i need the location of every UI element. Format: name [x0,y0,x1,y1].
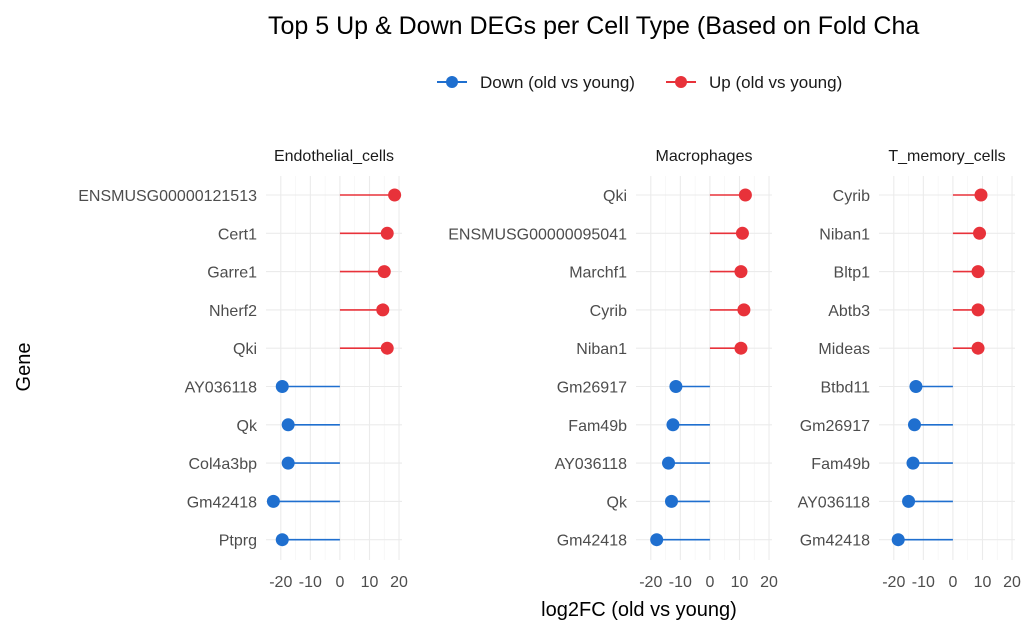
legend-item-up: Up (old vs young) [666,73,842,92]
x-tick-label: 0 [705,574,714,591]
x-tick-label: -10 [299,574,322,591]
gene-label: Marchf1 [569,265,627,282]
x-tick-label: 20 [760,574,778,591]
lollipop-point [377,265,391,279]
x-tick-label: 10 [974,574,992,591]
x-axis-title: log2FC (old vs young) [541,599,737,621]
facet-strip-label: Endothelial_cells [274,148,394,165]
lollipop-point [281,456,295,470]
facet-panels: Endothelial_cells ENSMUSG00000121513 Cert1… [78,148,1021,591]
legend: Down (old vs young) Up (old vs young) [437,73,842,92]
lollipop-point [388,188,402,202]
facet-strip-label: Macrophages [656,148,753,165]
gene-label: Gm42418 [557,533,627,550]
x-tick-label: -20 [639,574,662,591]
lollipop-point [735,226,749,240]
lollipop-point [380,226,394,240]
lollipop-point [669,380,683,393]
gene-label: AY036118 [185,380,257,397]
gene-label: Gm42418 [800,533,870,550]
x-tick-label: -20 [882,574,905,591]
panel-t-memory-cells: T_memory_cells Cyrib Niban1 Bltp1 Abtb3 Midea… [798,148,1021,591]
lollipop-point [909,380,923,393]
gene-label: Niban1 [576,341,627,358]
lollipop-point [971,265,985,279]
gene-label: Btbd11 [820,380,870,397]
lollipop-point [734,341,748,355]
x-tick-label: 10 [361,574,379,591]
lollipop-point [971,341,985,355]
lollipop-point [971,303,985,317]
lollipop-point [281,418,295,432]
facet-strip-label: T_memory_cells [888,148,1005,165]
lollipop-point [734,265,748,279]
lollipop-point [275,533,289,547]
lollipop-point [650,533,664,547]
gene-label: Gm42418 [187,494,257,511]
chart-title: Top 5 Up & Down DEGs per Cell Type (Base… [268,12,919,40]
y-axis-title: Gene [13,343,35,392]
gene-label: Qk [237,418,258,435]
lollipop-point [738,188,752,202]
gene-label: Col4a3bp [189,456,258,473]
gene-label: Mideas [818,341,870,358]
gene-label: Cyrib [590,303,627,320]
legend-key-point-up [675,76,687,88]
gene-label: Fam49b [811,456,870,473]
lollipop-point [902,494,916,508]
x-tick-label: 0 [335,574,344,591]
legend-item-down: Down (old vs young) [437,73,635,92]
gene-label: Nherf2 [209,303,257,320]
legend-label-down: Down (old vs young) [480,73,635,92]
gene-label: Garre1 [207,265,257,282]
lollipop-point [380,341,394,355]
gene-label: AY036118 [555,456,627,473]
x-tick-label: 20 [1003,574,1021,591]
gene-label: Ptprg [219,533,257,550]
x-tick-label: -20 [269,574,292,591]
lollipop-point [907,418,921,432]
lollipop-point [906,456,920,470]
lollipop-point [662,456,676,470]
lollipop-point [666,418,680,432]
x-tick-label: 0 [948,574,957,591]
lollipop-point [664,494,678,508]
x-tick-label: 20 [390,574,408,591]
lollipop-point [275,380,289,393]
lollipop-point [891,533,905,547]
lollipop-point [973,226,987,240]
gene-label: Fam49b [568,418,627,435]
lollipop-point [266,494,280,508]
legend-label-up: Up (old vs young) [709,73,842,92]
gene-label: Bltp1 [834,265,871,282]
gene-label: Qk [607,494,628,511]
gene-label: Qki [603,188,627,205]
x-tick-label: -10 [669,574,692,591]
lollipop-point [376,303,390,317]
panel-endothelial-cells: Endothelial_cells ENSMUSG00000121513 Cert1… [78,148,408,591]
panel-macrophages: Macrophages Qki ENSMUSG00000095041 Marchf1 C… [448,148,778,591]
x-tick-label: -10 [912,574,935,591]
gene-label: Niban1 [819,226,870,243]
lollipop-point [737,303,751,317]
gene-label: Cert1 [218,226,257,243]
gene-label: ENSMUSG00000095041 [448,226,627,243]
gene-label: Abtb3 [828,303,870,320]
lollipop-point [974,188,988,202]
x-tick-label: 10 [731,574,749,591]
gene-label: Gm26917 [557,380,627,397]
gene-label: Qki [233,341,257,358]
gene-label: Gm26917 [800,418,870,435]
gene-label: AY036118 [798,494,870,511]
legend-key-point-down [446,76,458,88]
gene-label: Cyrib [833,188,870,205]
gene-label: ENSMUSG00000121513 [78,188,257,205]
